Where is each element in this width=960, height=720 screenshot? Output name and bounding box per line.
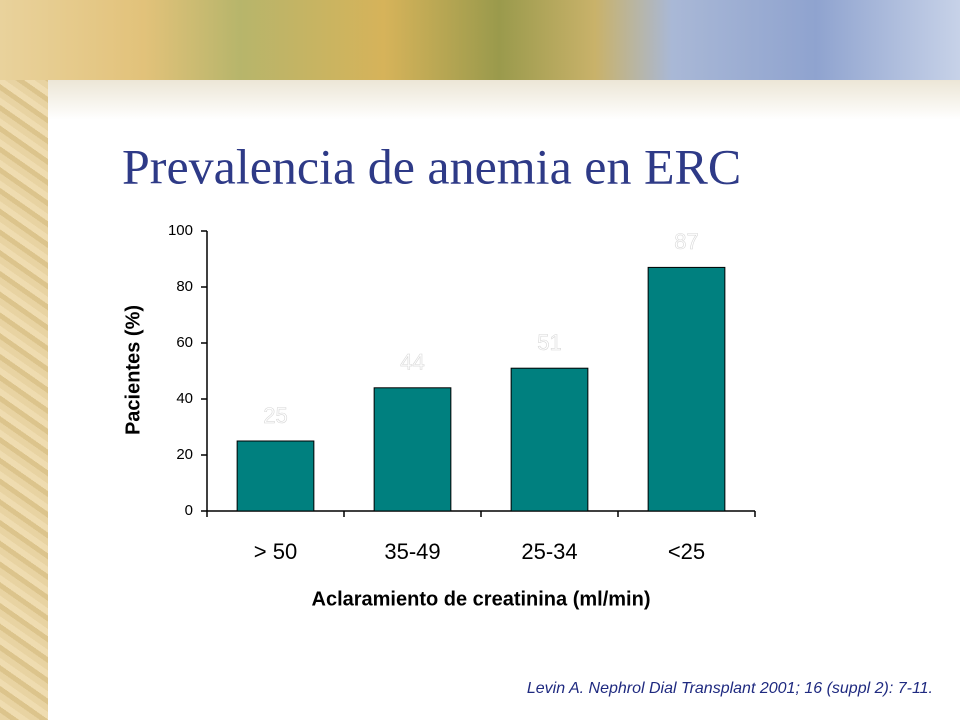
header-shadow	[48, 80, 960, 120]
header-band	[0, 0, 960, 80]
bar	[510, 367, 589, 512]
data-label: 44	[400, 350, 424, 375]
data-label: 51	[537, 330, 561, 355]
x-tick-label: 25-34	[521, 539, 577, 564]
x-tick-label: 35-49	[384, 539, 440, 564]
y-tick-label: 40	[176, 390, 193, 407]
x-tick-label: > 50	[254, 539, 297, 564]
bar	[647, 266, 726, 512]
y-tick-label: 20	[176, 446, 193, 463]
y-tick-label: 60	[176, 334, 193, 351]
bar	[373, 387, 452, 512]
data-label: 87	[674, 229, 698, 254]
x-axis-label: Aclaramiento de creatinina (ml/min)	[312, 588, 651, 610]
x-tick-label: <25	[668, 539, 705, 564]
data-label: 25	[263, 403, 287, 428]
y-tick-label: 100	[168, 222, 193, 239]
bar	[236, 440, 315, 512]
texture-strip	[0, 0, 48, 720]
y-tick-label: 80	[176, 278, 193, 295]
citation: Levin A. Nephrol Dial Transplant 2001; 1…	[527, 680, 933, 697]
chart-title: Prevalencia de anemia en ERC	[122, 138, 741, 194]
y-tick-label: 0	[185, 502, 193, 519]
y-axis-label: Pacientes (%)	[122, 305, 144, 435]
